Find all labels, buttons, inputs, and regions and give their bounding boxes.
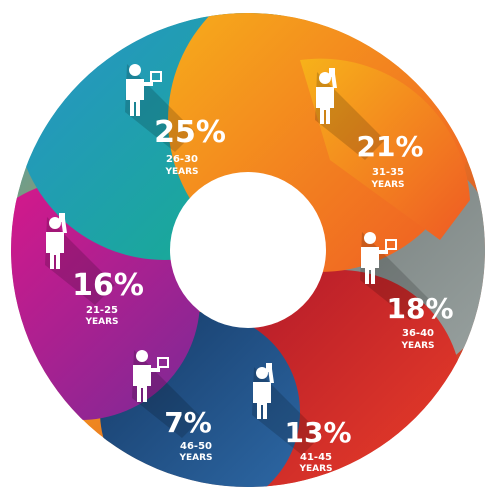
age-range-label: 46-50 — [180, 441, 212, 452]
years-label: YEARS — [164, 167, 198, 177]
years-label: YEARS — [400, 341, 434, 351]
person-on-phone-icon — [315, 68, 385, 160]
percent-label: 7% — [164, 406, 212, 439]
percent-label: 13% — [284, 416, 351, 449]
segment-label-group-31-35: 21% 31-35 YEARS — [315, 68, 424, 190]
age-range-label: 36-40 — [402, 328, 434, 339]
slice-31-35-overlap — [300, 58, 470, 240]
years-label: YEARS — [370, 180, 404, 190]
donut-hole — [170, 172, 326, 328]
age-range-label: 21-25 — [86, 305, 118, 316]
segment-label-group-36-40: 18% 36-40 YEARS — [360, 232, 454, 351]
years-label: YEARS — [178, 453, 212, 463]
years-label: YEARS — [298, 464, 332, 474]
person-with-laptop-icon — [125, 64, 195, 152]
age-range-label: 41-45 — [300, 452, 332, 463]
person-on-phone-icon — [252, 363, 322, 455]
person-with-laptop-icon — [360, 232, 430, 320]
percent-label: 18% — [386, 292, 453, 325]
percent-label: 16% — [72, 268, 144, 303]
years-label: YEARS — [84, 317, 118, 327]
segment-label-group-26-30: 25% 26-30 YEARS — [125, 64, 226, 177]
percent-label: 25% — [154, 115, 226, 150]
person-with-laptop-icon — [132, 350, 202, 438]
age-range-label: 26-30 — [166, 154, 198, 165]
percent-label: 21% — [356, 130, 423, 163]
person-on-phone-icon — [45, 213, 115, 305]
age-range-label: 31-35 — [372, 167, 404, 178]
